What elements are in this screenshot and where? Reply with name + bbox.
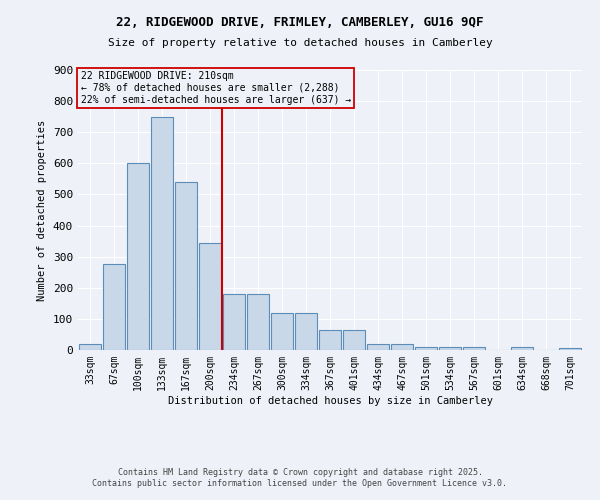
Text: 22, RIDGEWOOD DRIVE, FRIMLEY, CAMBERLEY, GU16 9QF: 22, RIDGEWOOD DRIVE, FRIMLEY, CAMBERLEY,… (116, 16, 484, 29)
Text: Contains HM Land Registry data © Crown copyright and database right 2025.
Contai: Contains HM Land Registry data © Crown c… (92, 468, 508, 487)
Text: 22 RIDGEWOOD DRIVE: 210sqm
← 78% of detached houses are smaller (2,288)
22% of s: 22 RIDGEWOOD DRIVE: 210sqm ← 78% of deta… (80, 72, 351, 104)
Bar (391, 344, 413, 350)
Bar (559, 348, 581, 350)
Bar (415, 347, 437, 350)
Bar (127, 164, 149, 350)
Bar (151, 116, 173, 350)
Bar (367, 344, 389, 350)
Bar (103, 264, 125, 350)
Bar (319, 330, 341, 350)
Bar (439, 347, 461, 350)
Bar (271, 312, 293, 350)
Y-axis label: Number of detached properties: Number of detached properties (37, 120, 47, 300)
Bar (79, 344, 101, 350)
Bar (247, 294, 269, 350)
Bar (511, 347, 533, 350)
Bar (463, 347, 485, 350)
Bar (175, 182, 197, 350)
Text: Size of property relative to detached houses in Camberley: Size of property relative to detached ho… (107, 38, 493, 48)
X-axis label: Distribution of detached houses by size in Camberley: Distribution of detached houses by size … (167, 396, 493, 406)
Bar (223, 294, 245, 350)
Bar (199, 242, 221, 350)
Bar (295, 312, 317, 350)
Bar (343, 330, 365, 350)
